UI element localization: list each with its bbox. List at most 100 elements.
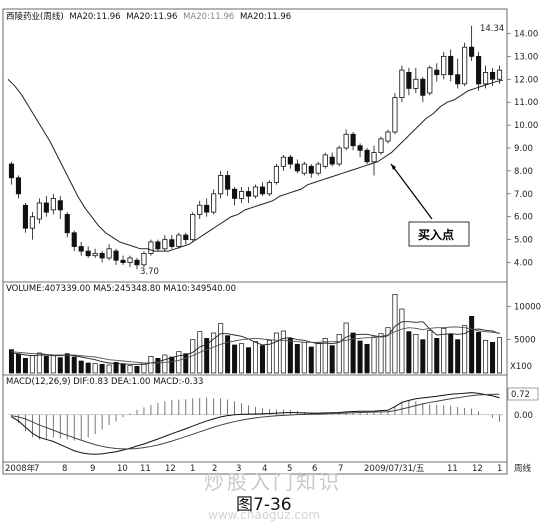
volume-bar	[99, 363, 105, 374]
volume-bar	[29, 355, 35, 374]
volume-bar	[441, 327, 447, 374]
volume-bar	[357, 340, 363, 374]
stock-label: 西陵药业(周线)	[6, 11, 64, 22]
candle	[455, 74, 461, 85]
volume-bar	[8, 349, 14, 374]
macd-panel	[8, 392, 503, 455]
volume-panel	[8, 293, 503, 374]
volume-bar	[204, 337, 210, 374]
y-axis-labels: 4.00 5.00 6.00 7.00 8.00 9.00 10.00 11.00 12.00 1…	[507, 29, 541, 421]
candle	[106, 248, 112, 259]
candle	[329, 156, 335, 165]
candle	[92, 252, 98, 257]
candle	[252, 186, 259, 197]
volume-bar	[36, 352, 42, 374]
price-tick-label: 10.00	[514, 121, 538, 131]
candle	[399, 69, 405, 99]
x-tick-label: 12	[472, 464, 483, 474]
volume-bar	[169, 356, 175, 374]
volume-bar	[434, 337, 440, 374]
candle	[50, 197, 56, 211]
volume-bar	[218, 323, 224, 374]
candle	[259, 186, 266, 195]
candle	[489, 72, 496, 80]
candle	[232, 188, 238, 199]
candle	[371, 152, 377, 163]
candle	[197, 204, 203, 215]
candle	[127, 257, 133, 263]
volume-bar	[155, 357, 161, 374]
x-tick-label: 7	[338, 464, 343, 474]
volume-bar	[336, 333, 342, 374]
candle	[190, 214, 196, 241]
x-tick-label: 12	[165, 464, 176, 474]
volume-bar	[483, 339, 489, 374]
candle	[43, 202, 49, 213]
ma-label-4: MA20:11.96	[240, 12, 291, 22]
volume-bar	[85, 362, 91, 374]
volume-bar	[280, 330, 286, 374]
candle	[141, 252, 147, 266]
x-tick-label: 1	[497, 464, 502, 474]
volume-bar	[427, 329, 433, 374]
volume-bar	[148, 355, 154, 374]
volume-bar	[322, 337, 328, 374]
volume-bar	[294, 343, 300, 374]
volume-bar	[113, 361, 119, 374]
ma20-line	[7, 78, 504, 252]
volume-bar	[308, 346, 314, 374]
x-tick-label: 2009/07/31/五	[364, 464, 425, 474]
volume-bar	[420, 339, 426, 374]
volume-bar	[232, 344, 238, 374]
volume-bar	[239, 343, 245, 374]
candle	[392, 97, 398, 133]
candle	[462, 46, 468, 85]
candle	[22, 204, 28, 229]
volume-bar	[448, 333, 454, 374]
price-tick-label: 6.00	[514, 213, 533, 223]
candle	[350, 133, 356, 147]
candle	[266, 181, 273, 195]
figure-caption: 图7-36	[236, 495, 292, 515]
volume-tick-label: 10000	[514, 302, 541, 312]
price-tick-label: 9.00	[514, 144, 533, 154]
candle	[364, 149, 370, 163]
buy-point-label: 买入点	[418, 227, 454, 242]
candle	[357, 145, 363, 151]
volume-unit-label: X100	[510, 362, 532, 372]
candle	[183, 234, 189, 241]
x-tick-label: 8	[62, 464, 67, 474]
volume-bar	[252, 341, 259, 374]
price-tick-label: 8.00	[514, 167, 533, 177]
price-tick-label: 11.00	[514, 98, 538, 108]
volume-bar	[127, 365, 133, 374]
candle	[71, 232, 77, 247]
volume-bar	[43, 355, 49, 374]
candle	[496, 69, 503, 80]
volume-bar	[287, 337, 293, 374]
volume-bar	[225, 335, 231, 374]
ma-label-3: MA20:11.96	[183, 12, 234, 22]
candle	[120, 259, 126, 263]
x-tick-label: 3	[236, 464, 241, 474]
candle	[294, 163, 300, 172]
price-tick-label: 7.00	[514, 190, 533, 200]
volume-bar	[476, 331, 482, 374]
chart-frame	[2, 8, 508, 475]
volume-tick-label: 5000	[514, 336, 536, 346]
candle	[245, 191, 252, 197]
volume-bar	[343, 322, 349, 374]
volume-bar	[385, 327, 391, 374]
ma-label-2: MA20:11.96	[126, 12, 177, 22]
volume-bar	[57, 357, 63, 374]
x-tick-label: 5	[287, 464, 292, 474]
candle	[78, 246, 84, 252]
volume-bar	[176, 351, 182, 374]
volume-bar	[246, 347, 252, 374]
candle	[448, 55, 454, 76]
price-tick-label: 13.00	[514, 52, 538, 62]
volume-bar	[469, 315, 475, 374]
price-tick-label: 4.00	[514, 259, 533, 269]
volume-bar	[273, 332, 279, 374]
